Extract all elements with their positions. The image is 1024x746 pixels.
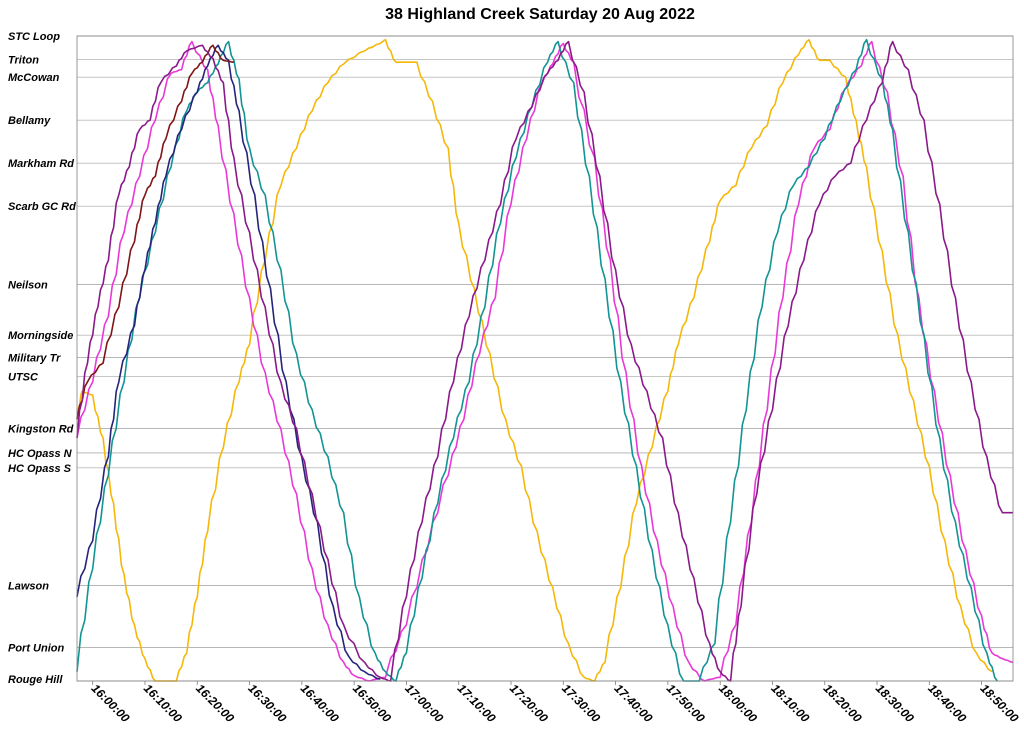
stop-label: HC Opass S	[8, 463, 72, 475]
gridlines	[77, 35, 1013, 682]
x-tick-label: 16:30:00	[245, 681, 289, 725]
chart-title: 38 Highland Creek Saturday 20 Aug 2022	[385, 6, 695, 23]
x-tick-label: 17:30:00	[559, 681, 603, 725]
series-line-2	[76, 40, 1014, 682]
series-line-6	[76, 40, 1013, 682]
stop-labels: STC Loop Triton McCowan Bellamy Markham Rd Sc…	[8, 31, 76, 686]
stop-label: HC Opass N	[8, 448, 73, 460]
x-tick-label: 16:10:00	[141, 681, 185, 725]
stop-label: Markham Rd	[8, 158, 74, 170]
x-tick-label: 17:20:00	[507, 681, 551, 725]
stop-label: UTSC	[8, 371, 39, 383]
x-tick-label: 18:20:00	[821, 681, 865, 725]
x-tick-label: 18:50:00	[978, 681, 1022, 725]
series-line-1	[76, 38, 993, 682]
x-tick-label: 17:10:00	[455, 681, 499, 725]
x-tick-label: 16:50:00	[350, 681, 394, 725]
series-line-5	[76, 44, 234, 420]
series-line-4	[76, 44, 381, 680]
stop-label: Triton	[8, 54, 39, 66]
x-tick-label: 17:50:00	[664, 681, 708, 725]
x-tick-label: 18:10:00	[768, 681, 812, 725]
x-tick-label: 18:30:00	[873, 681, 917, 725]
stop-label: Military Tr	[8, 353, 61, 365]
x-tick-label: 17:00:00	[402, 681, 446, 725]
stop-label: Bellamy	[8, 115, 51, 127]
stop-label: Lawson	[8, 581, 49, 593]
time-tick-labels: 16:00:00 16:10:00 16:20:00 16:30:00 16:40:00…	[89, 681, 1022, 725]
x-tick-label: 16:40:00	[298, 681, 342, 725]
x-tick-label: 17:40:00	[611, 681, 655, 725]
stop-label: Port Union	[8, 642, 64, 654]
series-lines	[76, 38, 1014, 682]
stop-label: Kingston Rd	[8, 424, 74, 436]
x-tick-label: 18:00:00	[716, 681, 760, 725]
x-tick-label: 16:00:00	[89, 681, 133, 725]
stop-label: Neilson	[8, 280, 48, 292]
stop-label: Morningside	[8, 330, 73, 342]
stop-label: McCowan	[8, 72, 60, 84]
x-tick-label: 16:20:00	[193, 681, 237, 725]
stop-label: STC Loop	[8, 31, 60, 43]
stop-label: Scarb GC Rd	[8, 201, 76, 213]
x-tick-label: 18:40:00	[925, 681, 969, 725]
plot-area-border	[76, 35, 1014, 682]
stop-label: Rouge Hill	[8, 674, 63, 686]
